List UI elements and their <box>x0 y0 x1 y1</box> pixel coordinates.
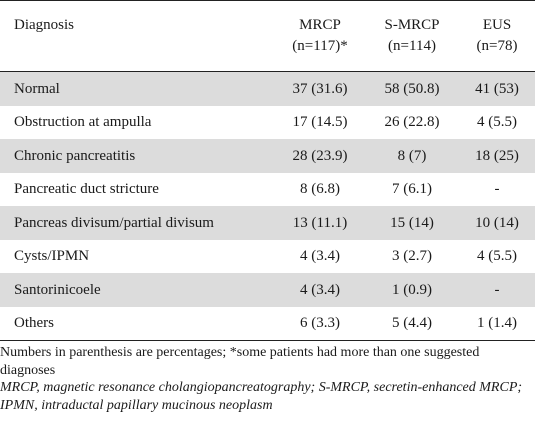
table-body: Normal 37 (31.6) 58 (50.8) 41 (53) Obstr… <box>0 72 535 341</box>
row-eus-value: 18 (25) <box>475 147 519 164</box>
header-mrcp: MRCP (n=117)* <box>275 1 365 72</box>
row-label: Chronic pancreatitis <box>14 147 136 164</box>
row-label: Obstruction at ampulla <box>14 114 152 131</box>
row-smrcp-value: 26 (22.8) <box>384 114 440 131</box>
row-smrcp-value: 8 (7) <box>397 147 427 164</box>
row-label: Santorinicoele <box>14 281 101 298</box>
header-mrcp-name: MRCP <box>299 17 341 33</box>
row-smrcp-value: 5 (4.4) <box>392 315 432 331</box>
header-eus-name: EUS <box>482 17 512 33</box>
row-eus-value: - <box>494 281 500 298</box>
row-mrcp-value: 17 (14.5) <box>292 114 348 131</box>
row-smrcp-value: 15 (14) <box>390 214 434 231</box>
row-label: Normal <box>14 80 60 97</box>
table-row: Others 6 (3.3) 5 (4.4) 1 (1.4) <box>0 307 535 341</box>
header-diagnosis-label: Diagnosis <box>14 17 74 33</box>
row-eus-value: - <box>494 181 500 198</box>
footnote-percentages: Numbers in parenthesis are percentages; … <box>0 345 480 378</box>
row-mrcp-value: 4 (3.4) <box>300 248 340 265</box>
row-eus-value: 4 (5.5) <box>477 114 517 131</box>
table-row: Normal 37 (31.6) 58 (50.8) 41 (53) <box>0 72 535 106</box>
row-smrcp-value: 58 (50.8) <box>384 80 440 97</box>
row-smrcp-value: 7 (6.1) <box>392 181 432 198</box>
table-row: Chronic pancreatitis 28 (23.9) 8 (7) 18 … <box>0 139 535 173</box>
header-diagnosis: Diagnosis <box>0 1 275 72</box>
footnote-abbreviations: MRCP, magnetic resonance cholangiopancre… <box>0 380 523 413</box>
table-bottom-rule <box>0 339 535 341</box>
table-row: Santorinicoele 4 (3.4) 1 (0.9) - <box>0 273 535 307</box>
header-smrcp-n: (n=114) <box>388 38 436 54</box>
row-label: Pancreatic duct stricture <box>14 181 159 198</box>
row-mrcp-value: 8 (6.8) <box>300 181 340 198</box>
row-mrcp-value: 6 (3.3) <box>300 315 340 331</box>
row-mrcp-value: 13 (11.1) <box>292 214 348 231</box>
table-row: Obstruction at ampulla 17 (14.5) 26 (22.… <box>0 106 535 140</box>
diagnosis-table: Diagnosis MRCP (n=117)* S-MRCP (n=114) EUS… <box>0 0 535 341</box>
row-eus-value: 1 (1.4) <box>477 315 517 331</box>
row-mrcp-value: 37 (31.6) <box>292 80 348 97</box>
row-eus-value: 10 (14) <box>475 214 519 231</box>
diagnosis-table-container: Diagnosis MRCP (n=117)* S-MRCP (n=114) EUS… <box>0 0 535 341</box>
row-eus-value: 41 (53) <box>475 80 519 97</box>
table-header: Diagnosis MRCP (n=117)* S-MRCP (n=114) EUS… <box>0 0 535 72</box>
table-footnotes: Numbers in parenthesis are percentages; … <box>0 343 535 414</box>
row-smrcp-value: 1 (0.9) <box>392 281 432 298</box>
table-row: Pancreatic duct stricture 8 (6.8) 7 (6.1… <box>0 173 535 207</box>
row-smrcp-value: 3 (2.7) <box>392 248 432 265</box>
row-label: Cysts/IPMN <box>14 248 90 265</box>
header-eus-n: (n=78) <box>476 38 518 54</box>
header-mrcp-n: (n=117)* <box>292 38 348 54</box>
row-label: Others <box>14 315 54 331</box>
row-eus-value: 4 (5.5) <box>477 248 517 265</box>
row-mrcp-value: 28 (23.9) <box>292 147 348 164</box>
header-eus: EUS (n=78) <box>459 1 535 72</box>
table-row: Cysts/IPMN 4 (3.4) 3 (2.7) 4 (5.5) <box>0 240 535 274</box>
header-divider <box>0 71 535 72</box>
row-mrcp-value: 4 (3.4) <box>300 281 340 298</box>
header-smrcp: S-MRCP (n=114) <box>365 1 459 72</box>
header-smrcp-name: S-MRCP <box>384 17 440 33</box>
row-label: Pancreas divisum/partial divisum <box>14 214 214 231</box>
header-row: Diagnosis MRCP (n=117)* S-MRCP (n=114) EUS… <box>0 0 535 72</box>
table-row: Pancreas divisum/partial divisum 13 (11.… <box>0 206 535 240</box>
